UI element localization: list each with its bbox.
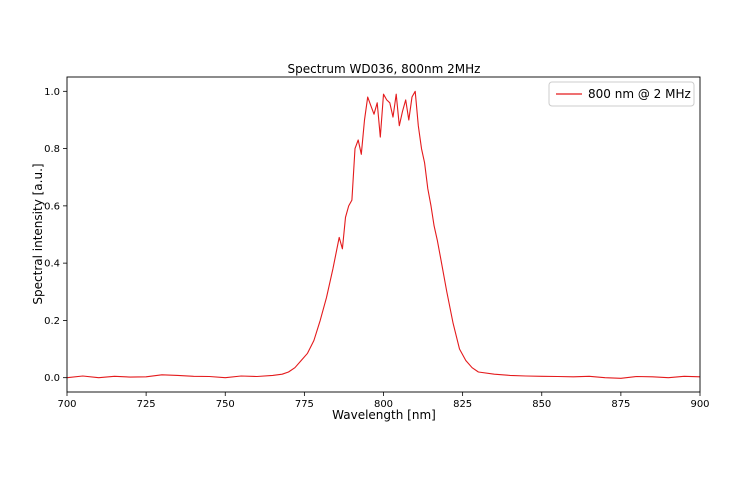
x-axis-ticks: 700 725 750 775 800 825 850 875 900 <box>57 392 710 410</box>
plot-frame <box>66 76 701 393</box>
x-tick-label: 850 <box>532 399 551 410</box>
x-tick-label: 800 <box>374 399 393 410</box>
y-tick-label: 1.0 <box>44 87 60 98</box>
y-tick-label: 0.2 <box>44 316 60 327</box>
x-tick-label: 775 <box>295 399 314 410</box>
series-line-800nm <box>66 90 701 379</box>
x-tick-label: 875 <box>611 399 630 410</box>
y-axis-label: Spectral intensity [a.u.] <box>31 163 45 304</box>
x-tick-label: 825 <box>453 399 472 410</box>
legend-box <box>548 81 695 107</box>
legend-entry-label: 800 nm @ 2 MHz <box>588 87 691 101</box>
y-axis-ticks: 0.0 0.2 0.4 0.6 0.8 1.0 <box>44 87 67 384</box>
x-axis-label: Wavelength [nm] <box>332 408 436 422</box>
y-tick-label: 0.6 <box>44 201 60 212</box>
x-tick-label: 725 <box>137 399 156 410</box>
x-tick-label: 750 <box>216 399 235 410</box>
x-tick-label: 900 <box>690 399 709 410</box>
plot-area <box>67 77 700 392</box>
x-tick-label: 700 <box>57 399 76 410</box>
chart-title: Spectrum WD036, 800nm 2MHz <box>288 62 481 76</box>
legend: 800 nm @ 2 MHz <box>548 81 695 107</box>
y-tick-label: 0.8 <box>44 144 60 155</box>
y-tick-label: 0.4 <box>44 259 60 270</box>
y-tick-label: 0.0 <box>44 373 60 384</box>
